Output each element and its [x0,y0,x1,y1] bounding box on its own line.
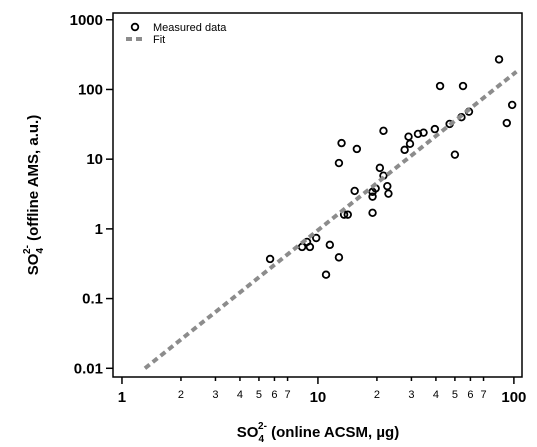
x-tick-label: 5 [256,389,262,401]
x-tick-label: 6 [467,389,473,401]
data-point [325,240,335,250]
x-tick-label: 4 [237,389,243,401]
x-tick-label: 10 [310,389,327,406]
x-tick-label: 100 [501,389,526,406]
y-tick-label: 0.1 [82,291,103,308]
x-tick-label: 3 [212,389,218,401]
data-point [265,254,275,264]
data-point [350,186,359,196]
x-label-sup: 2- [258,421,267,432]
x-label-rest: (online ACSM, µg) [267,424,399,441]
x-tick-label: 3 [408,389,414,401]
x-tick-label: 6 [271,389,277,401]
data-point [321,270,331,279]
data-point [312,233,321,243]
fit-line [143,70,518,370]
data-point [419,128,428,137]
legend-label: Measured data [153,22,227,34]
data-point [337,138,346,148]
data-point [405,139,415,149]
data-point [435,81,445,91]
y-label-rest: (offline AMS, a.u.) [25,115,42,245]
data-point [375,163,385,173]
data-point [383,181,392,191]
x-tick-label: 7 [285,389,291,401]
data-point [334,158,344,168]
y-tick-label: 1000 [70,12,103,29]
y-label-sub: 4 [35,248,46,254]
y-label-sup: 2- [22,245,33,254]
y-tick-label: 1 [95,221,103,238]
data-point [368,208,377,218]
y-axis-label: SO42- (offline AMS, a.u.) [22,115,46,275]
legend-swatch [130,22,140,32]
x-tick-label: 1 [118,389,126,406]
plot-frame [112,12,523,378]
x-tick-label: 4 [433,389,439,401]
data-point [430,124,440,134]
data-point [458,81,468,91]
data-point [379,126,388,136]
x-label-text: SO [237,424,259,441]
x-tick-label: 2 [178,389,184,401]
x-tick-label: 2 [374,389,380,401]
x-axis-label: SO4 2- (online ACSM, µg) [237,421,399,445]
data-point [352,144,362,154]
data-point [507,100,517,110]
x-label-sub: 4 [258,434,264,445]
data-point [368,192,377,201]
y-tick-label: 100 [78,81,103,98]
y-tick-label: 10 [86,151,103,168]
data-point [384,189,393,198]
data-point [404,132,413,141]
data-point [502,118,511,128]
y-label-text: SO [25,253,42,275]
data-point [450,150,460,159]
legend-label: Fit [153,34,165,46]
data-point [400,145,409,155]
data-point [494,55,504,64]
y-tick-label: 0.01 [74,360,103,377]
x-tick-label: 7 [480,389,486,401]
x-tick-label: 5 [452,389,458,401]
data-point [305,242,315,252]
data-point [343,210,352,219]
data-point [334,253,344,262]
